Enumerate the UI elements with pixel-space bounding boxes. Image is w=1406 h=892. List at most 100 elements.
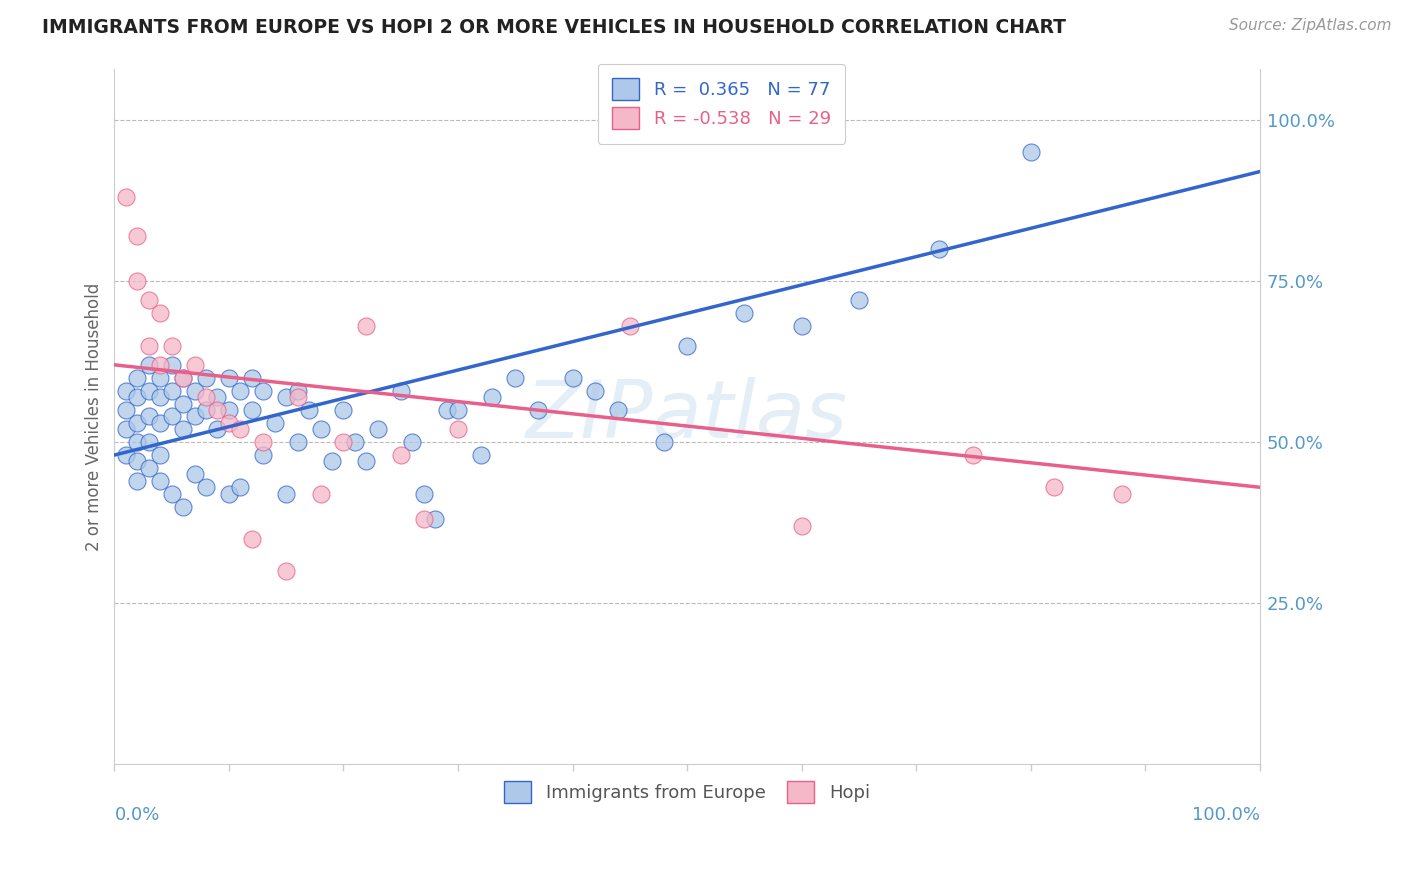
Point bbox=[207, 422, 229, 436]
Point bbox=[309, 486, 332, 500]
Point bbox=[149, 390, 172, 404]
Point bbox=[676, 338, 699, 352]
Point bbox=[585, 384, 607, 398]
Point bbox=[1019, 145, 1042, 160]
Point bbox=[183, 384, 205, 398]
Point bbox=[263, 416, 285, 430]
Point bbox=[172, 396, 194, 410]
Point bbox=[447, 403, 470, 417]
Point bbox=[149, 416, 172, 430]
Point bbox=[1111, 486, 1133, 500]
Point bbox=[149, 358, 172, 372]
Point bbox=[481, 390, 503, 404]
Point bbox=[138, 409, 160, 424]
Point bbox=[356, 319, 378, 334]
Point bbox=[127, 435, 149, 450]
Point bbox=[389, 384, 412, 398]
Point bbox=[287, 384, 309, 398]
Point bbox=[127, 229, 149, 244]
Point bbox=[790, 519, 813, 533]
Point bbox=[276, 390, 298, 404]
Point bbox=[733, 306, 755, 320]
Point bbox=[252, 435, 274, 450]
Point bbox=[218, 370, 240, 384]
Point bbox=[332, 435, 354, 450]
Point bbox=[276, 486, 298, 500]
Point bbox=[149, 306, 172, 320]
Point bbox=[928, 242, 950, 256]
Point bbox=[962, 448, 984, 462]
Point bbox=[127, 474, 149, 488]
Point bbox=[138, 384, 160, 398]
Point bbox=[172, 370, 194, 384]
Point bbox=[183, 467, 205, 482]
Point bbox=[276, 564, 298, 578]
Point bbox=[160, 338, 183, 352]
Point bbox=[240, 403, 263, 417]
Point bbox=[527, 403, 550, 417]
Text: ZIPatlas: ZIPatlas bbox=[526, 377, 848, 456]
Point bbox=[423, 512, 446, 526]
Point bbox=[229, 480, 252, 494]
Point bbox=[138, 358, 160, 372]
Point bbox=[561, 370, 583, 384]
Point bbox=[172, 422, 194, 436]
Point bbox=[287, 390, 309, 404]
Point bbox=[138, 435, 160, 450]
Point bbox=[1042, 480, 1064, 494]
Point bbox=[436, 403, 458, 417]
Point bbox=[127, 274, 149, 288]
Point bbox=[138, 461, 160, 475]
Point bbox=[195, 403, 218, 417]
Point bbox=[240, 532, 263, 546]
Point bbox=[127, 370, 149, 384]
Point bbox=[207, 390, 229, 404]
Point bbox=[321, 454, 343, 468]
Point bbox=[218, 416, 240, 430]
Point bbox=[115, 190, 138, 204]
Point bbox=[195, 370, 218, 384]
Point bbox=[183, 409, 205, 424]
Point bbox=[412, 512, 434, 526]
Point bbox=[115, 384, 138, 398]
Point bbox=[470, 448, 492, 462]
Point bbox=[298, 403, 321, 417]
Point bbox=[287, 435, 309, 450]
Text: IMMIGRANTS FROM EUROPE VS HOPI 2 OR MORE VEHICLES IN HOUSEHOLD CORRELATION CHART: IMMIGRANTS FROM EUROPE VS HOPI 2 OR MORE… bbox=[42, 18, 1066, 37]
Point bbox=[195, 390, 218, 404]
Point bbox=[229, 384, 252, 398]
Text: 100.0%: 100.0% bbox=[1192, 806, 1260, 824]
Point bbox=[252, 448, 274, 462]
Point bbox=[149, 448, 172, 462]
Text: Source: ZipAtlas.com: Source: ZipAtlas.com bbox=[1229, 18, 1392, 33]
Point bbox=[149, 474, 172, 488]
Point bbox=[240, 370, 263, 384]
Point bbox=[127, 390, 149, 404]
Point bbox=[138, 338, 160, 352]
Point bbox=[343, 435, 366, 450]
Point bbox=[183, 358, 205, 372]
Point bbox=[160, 486, 183, 500]
Point bbox=[149, 370, 172, 384]
Point bbox=[172, 370, 194, 384]
Point bbox=[160, 358, 183, 372]
Text: 0.0%: 0.0% bbox=[114, 806, 160, 824]
Point bbox=[207, 403, 229, 417]
Point bbox=[160, 384, 183, 398]
Point bbox=[356, 454, 378, 468]
Point bbox=[138, 293, 160, 308]
Point bbox=[160, 409, 183, 424]
Point bbox=[652, 435, 675, 450]
Y-axis label: 2 or more Vehicles in Household: 2 or more Vehicles in Household bbox=[86, 282, 103, 550]
Point bbox=[218, 486, 240, 500]
Point bbox=[195, 480, 218, 494]
Point bbox=[412, 486, 434, 500]
Point bbox=[790, 319, 813, 334]
Point bbox=[115, 448, 138, 462]
Legend: Immigrants from Europe, Hopi: Immigrants from Europe, Hopi bbox=[489, 767, 884, 818]
Point bbox=[218, 403, 240, 417]
Point bbox=[172, 500, 194, 514]
Point bbox=[309, 422, 332, 436]
Point bbox=[229, 422, 252, 436]
Point bbox=[127, 454, 149, 468]
